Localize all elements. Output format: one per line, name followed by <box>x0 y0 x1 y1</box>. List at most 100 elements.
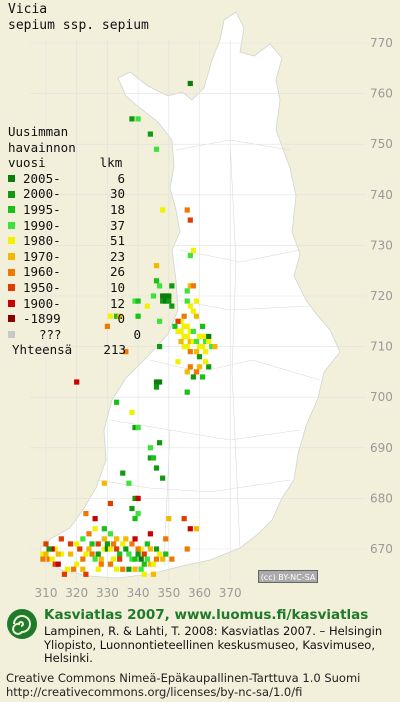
observation-square <box>193 313 200 319</box>
legend-count: 6 <box>117 170 125 186</box>
license-text: Creative Commons Nimeä-Epäkaupallinen-Ta… <box>6 671 398 699</box>
legend-row: 1900- 12 <box>8 296 141 312</box>
cc-license-badge[interactable]: (cc) BY-NC-SA <box>258 570 318 583</box>
observation-square <box>40 556 46 562</box>
observation-square <box>126 480 132 486</box>
observation-square <box>187 283 193 289</box>
observation-square <box>144 556 150 562</box>
y-tick-label: 690 <box>370 441 393 455</box>
observation-square <box>156 379 163 385</box>
observation-square <box>132 566 138 572</box>
observation-square <box>74 561 80 567</box>
kasviatlas-logo-icon <box>7 609 37 639</box>
brand-line[interactable]: Kasviatlas 2007, www.luomus.fi/kasviatla… <box>44 607 369 623</box>
y-tick-label: 750 <box>370 137 393 151</box>
observation-square <box>147 131 153 137</box>
observation-square <box>160 298 166 304</box>
legend-row: 2000- 30 <box>8 186 141 202</box>
legend-row: 1970- 23 <box>8 249 141 265</box>
legend-year-label: ??? <box>39 326 62 342</box>
observation-square <box>80 566 86 572</box>
observation-square <box>196 354 203 360</box>
observation-square <box>86 531 92 537</box>
observation-square <box>147 546 153 552</box>
observation-square <box>138 566 144 572</box>
observation-square <box>187 328 193 335</box>
observation-square <box>172 323 178 329</box>
observation-square <box>156 283 163 289</box>
observation-square <box>58 551 64 557</box>
legend-row: 1995- 18 <box>8 202 141 218</box>
observation-square <box>138 546 144 552</box>
observation-square <box>40 551 46 557</box>
observation-square <box>104 323 110 329</box>
observation-square <box>129 409 135 415</box>
observation-square <box>61 571 68 577</box>
observation-square <box>150 293 157 299</box>
legend-year-label: 2000- <box>23 186 61 202</box>
legend-count: 18 <box>109 201 125 217</box>
observation-square <box>126 551 132 557</box>
legend-count: 30 <box>109 186 125 202</box>
observation-square <box>80 556 86 562</box>
legend-year-label: 1900- <box>23 295 61 311</box>
legend-count: 0 <box>133 326 141 342</box>
observation-square <box>67 551 74 557</box>
observation-square <box>193 526 200 532</box>
observation-square <box>114 566 120 572</box>
x-tick-labels: 310 320 330 340 350 360 370 <box>35 586 242 600</box>
legend-row: 1990- 37 <box>8 218 141 234</box>
observation-square <box>160 293 166 299</box>
observation-square <box>101 536 107 542</box>
observation-square <box>95 551 101 557</box>
observation-square <box>160 475 166 481</box>
observation-square <box>153 556 160 562</box>
observation-square <box>203 338 209 345</box>
observation-square <box>181 516 187 522</box>
legend-count: 26 <box>109 264 125 280</box>
observation-square <box>101 480 107 486</box>
observation-square <box>156 551 163 557</box>
observation-square <box>199 374 206 380</box>
observation-square <box>150 561 157 567</box>
observation-square <box>129 116 135 122</box>
observation-square <box>187 217 193 223</box>
license-url[interactable]: http://creativecommons.org/licenses/by-n… <box>6 685 303 699</box>
observation-square <box>199 323 206 329</box>
observation-square <box>55 561 61 567</box>
observation-square <box>117 551 123 557</box>
legend-year-label: 1995- <box>23 201 61 217</box>
citation: Lampinen, R. & Lahti, T. 2008: Kasviatla… <box>44 624 383 665</box>
observation-square <box>110 541 117 547</box>
legend-row: 1960- 26 <box>8 264 141 280</box>
observation-square <box>92 556 98 562</box>
observation-square <box>175 359 181 365</box>
legend-year-label: 1970- <box>23 248 61 264</box>
legend-swatch <box>8 175 15 183</box>
observation-square <box>147 561 153 567</box>
x-tick-label: 360 <box>188 586 211 600</box>
observation-square <box>163 551 169 557</box>
observation-square <box>169 283 175 289</box>
observation-square <box>153 465 160 471</box>
legend-total-label: Yhteensä <box>12 342 73 358</box>
x-tick-label: 330 <box>96 586 119 600</box>
observation-square <box>184 546 190 552</box>
legend-year-label: 1950- <box>23 279 61 295</box>
legend-total-value: 213 <box>103 342 126 358</box>
observation-square <box>184 288 190 294</box>
observation-square <box>138 556 144 562</box>
y-tick-label: 700 <box>370 390 393 404</box>
observation-square <box>83 551 89 557</box>
observation-square <box>153 278 160 284</box>
observation-square <box>95 541 101 547</box>
observation-square <box>144 541 150 547</box>
legend-col-year: vuosi <box>8 155 46 171</box>
observation-square <box>160 556 166 562</box>
observation-square <box>166 293 172 299</box>
legend-count: 0 <box>117 311 125 327</box>
observation-square <box>58 536 64 542</box>
observation-square <box>175 328 181 335</box>
observation-square <box>144 303 150 309</box>
observation-square <box>184 344 190 350</box>
